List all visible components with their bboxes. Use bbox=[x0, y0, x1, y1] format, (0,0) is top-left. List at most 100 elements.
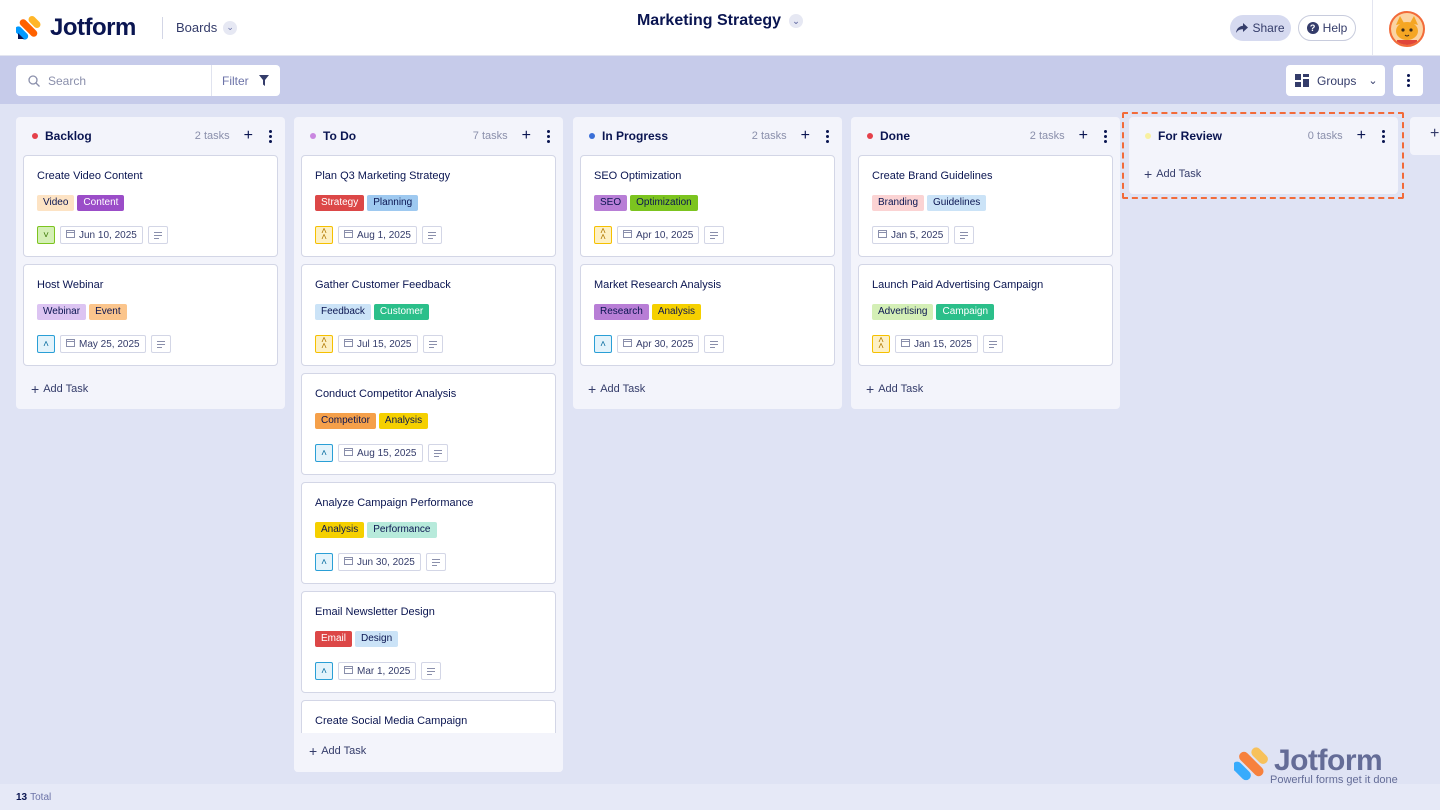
task-card[interactable]: Email Newsletter Design Email Design ˄ Mar 1… bbox=[301, 591, 556, 693]
column-header: Done 2 tasks + bbox=[851, 117, 1120, 155]
funnel-icon bbox=[258, 75, 269, 86]
add-task-plus-icon[interactable]: + bbox=[243, 127, 253, 144]
column-more-icon[interactable] bbox=[1380, 129, 1386, 143]
board-title: Marketing Strategy bbox=[636, 12, 782, 29]
add-task-button[interactable]: + Add Task bbox=[31, 382, 88, 396]
priority-medium-icon[interactable]: ˄ bbox=[37, 335, 55, 353]
priority-high-icon[interactable]: ˄ ˄ bbox=[315, 335, 333, 353]
description-icon[interactable] bbox=[150, 335, 171, 353]
chevron-down-icon: ⌄ bbox=[223, 20, 238, 35]
board-more-button[interactable] bbox=[1393, 65, 1423, 96]
priority-high-icon[interactable]: ˄ ˄ bbox=[594, 226, 612, 244]
task-tag: Analysis bbox=[378, 413, 429, 429]
description-icon[interactable] bbox=[427, 444, 448, 462]
due-date[interactable]: Jun 30, 2025 bbox=[338, 553, 421, 571]
due-date[interactable]: Jan 15, 2025 bbox=[895, 335, 978, 353]
share-button[interactable]: Share bbox=[1230, 15, 1291, 41]
description-icon[interactable] bbox=[421, 226, 442, 244]
for-review-highlight bbox=[1122, 112, 1404, 199]
task-card[interactable]: Launch Paid Advertising Campaign Advertis… bbox=[858, 264, 1113, 366]
task-card[interactable]: Plan Q3 Marketing Strategy Strategy Planni… bbox=[301, 155, 556, 257]
task-card[interactable]: Gather Customer Feedback Feedback Customer… bbox=[301, 264, 556, 366]
task-card[interactable]: Create Video Content Video Content ˅ Jun 10,… bbox=[23, 155, 278, 257]
add-task-button[interactable]: + Add Task bbox=[866, 382, 923, 396]
task-card[interactable]: SEO Optimization SEO Optimization ˄ ˄ Apr 10,… bbox=[580, 155, 835, 257]
due-date[interactable]: Apr 10, 2025 bbox=[617, 226, 700, 244]
boards-menu[interactable]: Boards ⌄ bbox=[176, 20, 238, 35]
task-tags: Analysis Performance bbox=[315, 522, 437, 538]
calendar-icon bbox=[344, 447, 353, 459]
column-title: In Progress bbox=[602, 129, 669, 143]
task-title: Market Research Analysis bbox=[594, 279, 722, 291]
add-task-button[interactable]: + Add Task bbox=[588, 382, 645, 396]
column-more-icon[interactable] bbox=[545, 129, 551, 143]
column-task-count: 2 tasks bbox=[1029, 130, 1065, 142]
description-icon[interactable] bbox=[982, 335, 1003, 353]
due-date[interactable]: Jan 5, 2025 bbox=[872, 226, 950, 244]
due-date[interactable]: Mar 1, 2025 bbox=[338, 662, 417, 680]
groups-button[interactable]: Groups ⌄ bbox=[1286, 65, 1385, 96]
plus-icon: + bbox=[588, 381, 597, 397]
user-avatar[interactable] bbox=[1389, 11, 1425, 47]
add-task-button[interactable]: + Add Task bbox=[309, 744, 366, 758]
column-task-count: 0 tasks bbox=[1307, 130, 1343, 142]
add-task-plus-icon[interactable]: + bbox=[521, 127, 531, 144]
description-icon[interactable] bbox=[147, 226, 168, 244]
filter-button[interactable]: Filter bbox=[212, 65, 280, 96]
priority-medium-icon[interactable]: ˄ bbox=[315, 444, 333, 462]
task-meta: ˄ May 25, 2025 bbox=[37, 335, 171, 353]
priority-medium-icon[interactable]: ˄ bbox=[315, 553, 333, 571]
due-date[interactable]: May 25, 2025 bbox=[60, 335, 146, 353]
task-card[interactable]: Analyze Campaign Performance Analysis Perf… bbox=[301, 482, 556, 584]
description-icon[interactable] bbox=[704, 226, 725, 244]
task-tag: Campaign bbox=[936, 304, 995, 320]
help-button[interactable]: ? Help bbox=[1298, 15, 1356, 41]
search-input[interactable] bbox=[48, 73, 198, 88]
task-tag: Video bbox=[37, 195, 75, 211]
task-tag: Strategy bbox=[315, 195, 365, 211]
task-card[interactable]: Host Webinar Webinar Event ˄ May 25, 2025 bbox=[23, 264, 278, 366]
column-more-icon[interactable] bbox=[1102, 129, 1108, 143]
priority-medium-icon[interactable]: ˄ bbox=[594, 335, 612, 353]
search-box[interactable] bbox=[16, 65, 212, 96]
due-date[interactable]: Apr 30, 2025 bbox=[617, 335, 700, 353]
due-date-text: Jun 30, 2025 bbox=[357, 556, 415, 568]
task-tags: Advertising Campaign bbox=[872, 304, 995, 320]
column-title: Done bbox=[880, 129, 910, 143]
board-title-dropdown[interactable]: Marketing Strategy ⌄ bbox=[636, 12, 804, 30]
column-more-icon[interactable] bbox=[824, 129, 830, 143]
task-tag: SEO bbox=[594, 195, 628, 211]
task-card[interactable]: Create Brand Guidelines Branding Guideline… bbox=[858, 155, 1113, 257]
task-title: Email Newsletter Design bbox=[315, 606, 435, 618]
due-date[interactable]: Jul 15, 2025 bbox=[338, 335, 418, 353]
description-icon[interactable] bbox=[954, 226, 975, 244]
priority-medium-icon[interactable]: ˄ bbox=[315, 662, 333, 680]
jotform-logo-icon bbox=[16, 16, 41, 40]
add-task-label: Add Task bbox=[600, 383, 646, 395]
column-more-icon[interactable] bbox=[267, 129, 273, 143]
due-date[interactable]: Aug 15, 2025 bbox=[338, 444, 423, 462]
due-date[interactable]: Jun 10, 2025 bbox=[60, 226, 143, 244]
boards-label: Boards bbox=[176, 20, 218, 35]
priority-high-icon[interactable]: ˄ ˄ bbox=[872, 335, 890, 353]
calendar-icon bbox=[344, 229, 353, 241]
chevron-down-icon: ⌄ bbox=[1368, 75, 1378, 87]
add-task-plus-icon[interactable]: + bbox=[1356, 127, 1366, 144]
add-column-button[interactable]: + bbox=[1410, 117, 1440, 155]
add-task-button[interactable]: + Add Task bbox=[1144, 167, 1201, 181]
task-meta: ˅ Jun 10, 2025 bbox=[37, 226, 168, 244]
description-icon[interactable] bbox=[425, 553, 446, 571]
top-bar: Jotform Boards ⌄ Marketing Strategy ⌄ Sh… bbox=[0, 0, 1440, 56]
task-card[interactable]: Conduct Competitor Analysis Competitor Ana… bbox=[301, 373, 556, 475]
jotform-logo[interactable]: Jotform bbox=[16, 14, 136, 42]
add-task-plus-icon[interactable]: + bbox=[1078, 127, 1088, 144]
due-date[interactable]: Aug 1, 2025 bbox=[338, 226, 417, 244]
priority-high-icon[interactable]: ˄ ˄ bbox=[315, 226, 333, 244]
description-icon[interactable] bbox=[421, 662, 442, 680]
add-task-plus-icon[interactable]: + bbox=[800, 127, 810, 144]
task-card[interactable]: Market Research Analysis Research Analysis… bbox=[580, 264, 835, 366]
description-icon[interactable] bbox=[704, 335, 725, 353]
priority-low-icon[interactable]: ˅ bbox=[37, 226, 55, 244]
task-tags: SEO Optimization bbox=[594, 195, 698, 211]
description-icon[interactable] bbox=[422, 335, 443, 353]
